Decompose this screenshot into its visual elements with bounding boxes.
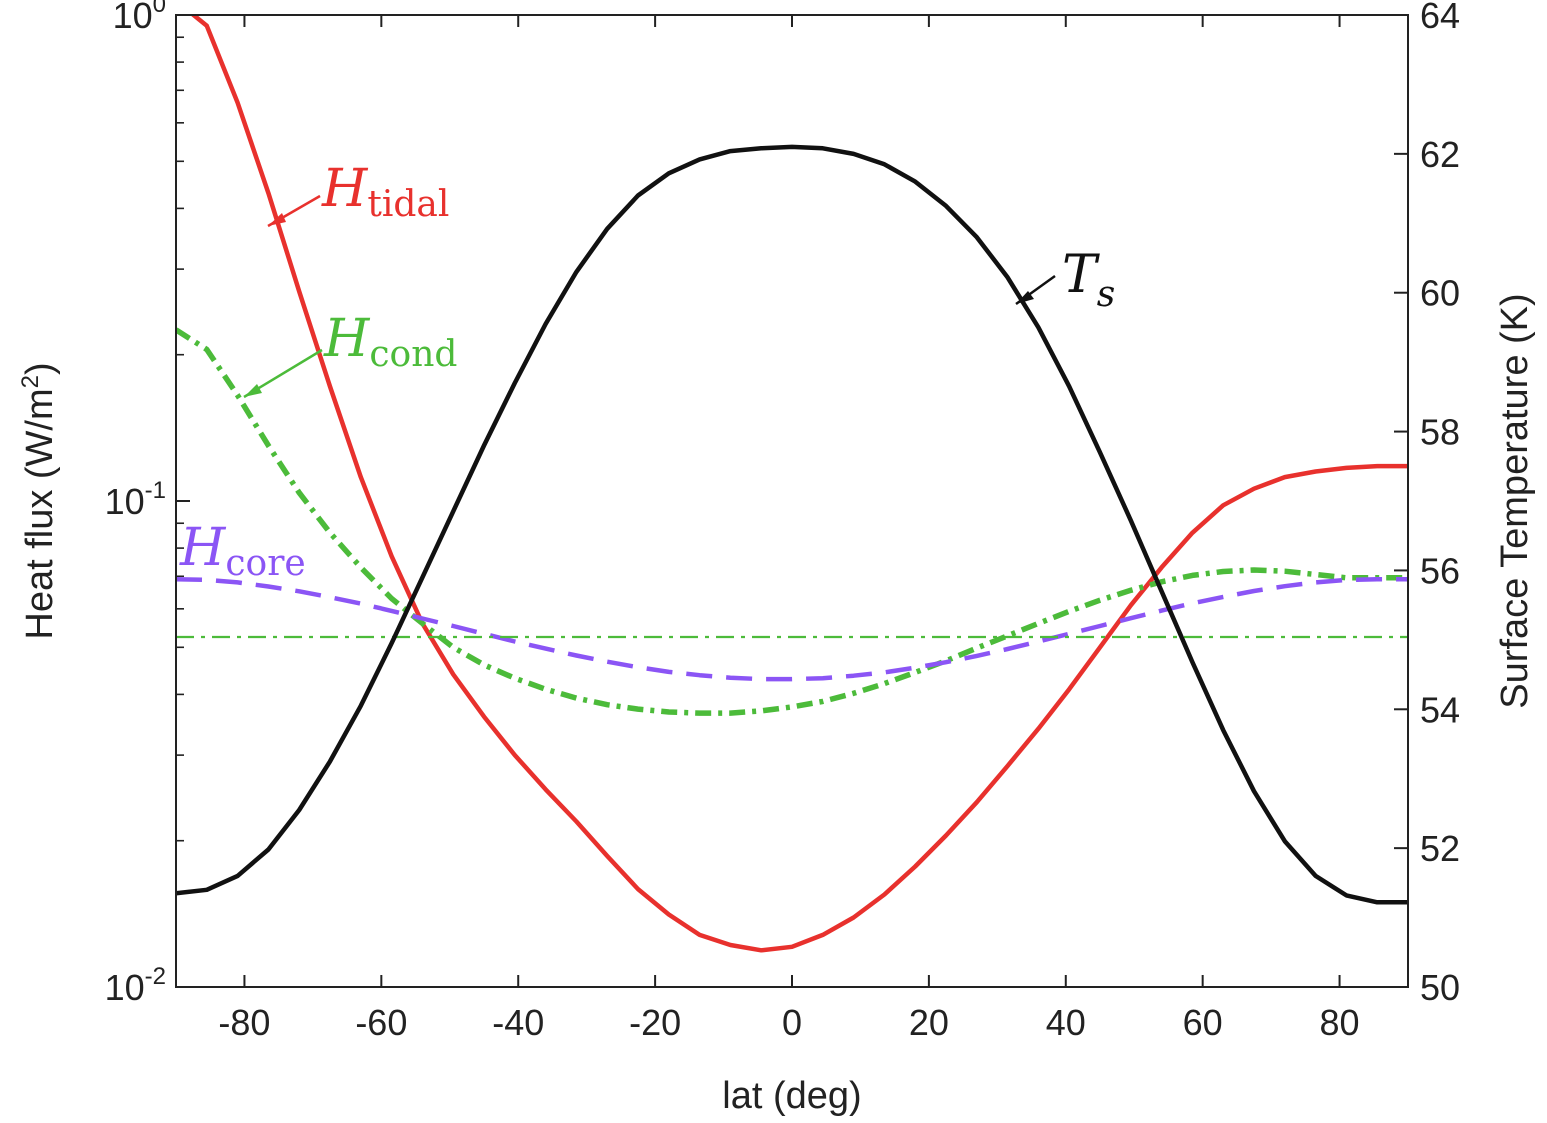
y-left-tick-label: 100: [113, 0, 166, 36]
y-left-tick-label: 10-2: [105, 963, 166, 1008]
y-left-title-sup: 2: [17, 375, 44, 388]
x-tick-label: 20: [909, 1002, 949, 1043]
series-t-s: [176, 144, 1408, 905]
annotation-cond-script: H: [323, 309, 371, 369]
svg-text:Ts: Ts: [1062, 245, 1115, 315]
annotation-tidal: Htidal: [267, 159, 449, 228]
annotation-cond: Hcond: [243, 309, 457, 399]
y-right-tick-label: 58: [1420, 412, 1460, 453]
y-right-axis-title: Surface Temperature (K): [1494, 293, 1536, 708]
annotation-cond-arrowhead: [244, 384, 262, 397]
y-right-tick-label: 50: [1420, 967, 1460, 1008]
plot-frame: [175, 14, 1409, 988]
y-left-title-main: Heat flux (W/m: [19, 388, 61, 639]
annotation-core-script: H: [179, 518, 227, 578]
x-tick-label: 0: [782, 1002, 802, 1043]
annotation-ts-arrowhead: [1016, 291, 1034, 304]
y-right-tick-label: 62: [1420, 134, 1460, 175]
series-h-tidal: [189, 15, 1408, 953]
annotation-core: Hcore: [179, 518, 306, 584]
svg-text:Htidal: Htidal: [321, 159, 449, 225]
x-tick-label: -20: [629, 1002, 681, 1043]
annotation-cond-sub: cond: [369, 334, 457, 375]
y-right-tick-label: 60: [1420, 273, 1460, 314]
y-right-tick-label: 52: [1420, 828, 1460, 869]
x-tick-label: 60: [1183, 1002, 1223, 1043]
y-left-tick-labels: 100 10-1 10-2: [105, 0, 166, 1008]
svg-text:Hcore: Hcore: [179, 518, 306, 584]
minor-ticks: [176, 36, 184, 842]
annotation-tidal-sub: tidal: [367, 184, 449, 225]
x-tick-label: 40: [1046, 1002, 1086, 1043]
annotation-ts-sub: s: [1097, 274, 1115, 315]
series-layer: [176, 15, 1408, 953]
annotation-core-sub: core: [225, 543, 305, 584]
annotation-ts: Ts: [1015, 245, 1115, 315]
x-tick-label: 80: [1320, 1002, 1360, 1043]
y-left-tick-label: 10-1: [105, 477, 166, 522]
y-right-tick-labels: 50 52 54 56 58 60 62 64: [1420, 0, 1460, 1008]
annotation-tidal-arrowhead: [268, 213, 286, 226]
y-right-tick-label: 64: [1420, 0, 1460, 36]
plot-area: [176, 15, 1408, 987]
annotation-tidal-script: H: [321, 159, 369, 219]
x-axis-title: lat (deg): [722, 1075, 861, 1117]
x-tick-labels: -80 -60 -40 -20 0 20 40 60 80: [218, 1002, 1359, 1043]
y-right-tick-label: 56: [1420, 550, 1460, 591]
y-left-axis-title: Heat flux (W/m2): [17, 362, 61, 639]
x-tick-label: -80: [218, 1002, 270, 1043]
x-tick-label: -40: [492, 1002, 544, 1043]
y-right-tick-label: 54: [1420, 689, 1460, 730]
series-h-core: [176, 577, 1408, 682]
y-left-title-end: ): [19, 362, 61, 375]
x-tick-label: -60: [355, 1002, 407, 1043]
svg-text:Hcond: Hcond: [323, 309, 457, 375]
annotation-ts-main: T: [1062, 245, 1100, 305]
